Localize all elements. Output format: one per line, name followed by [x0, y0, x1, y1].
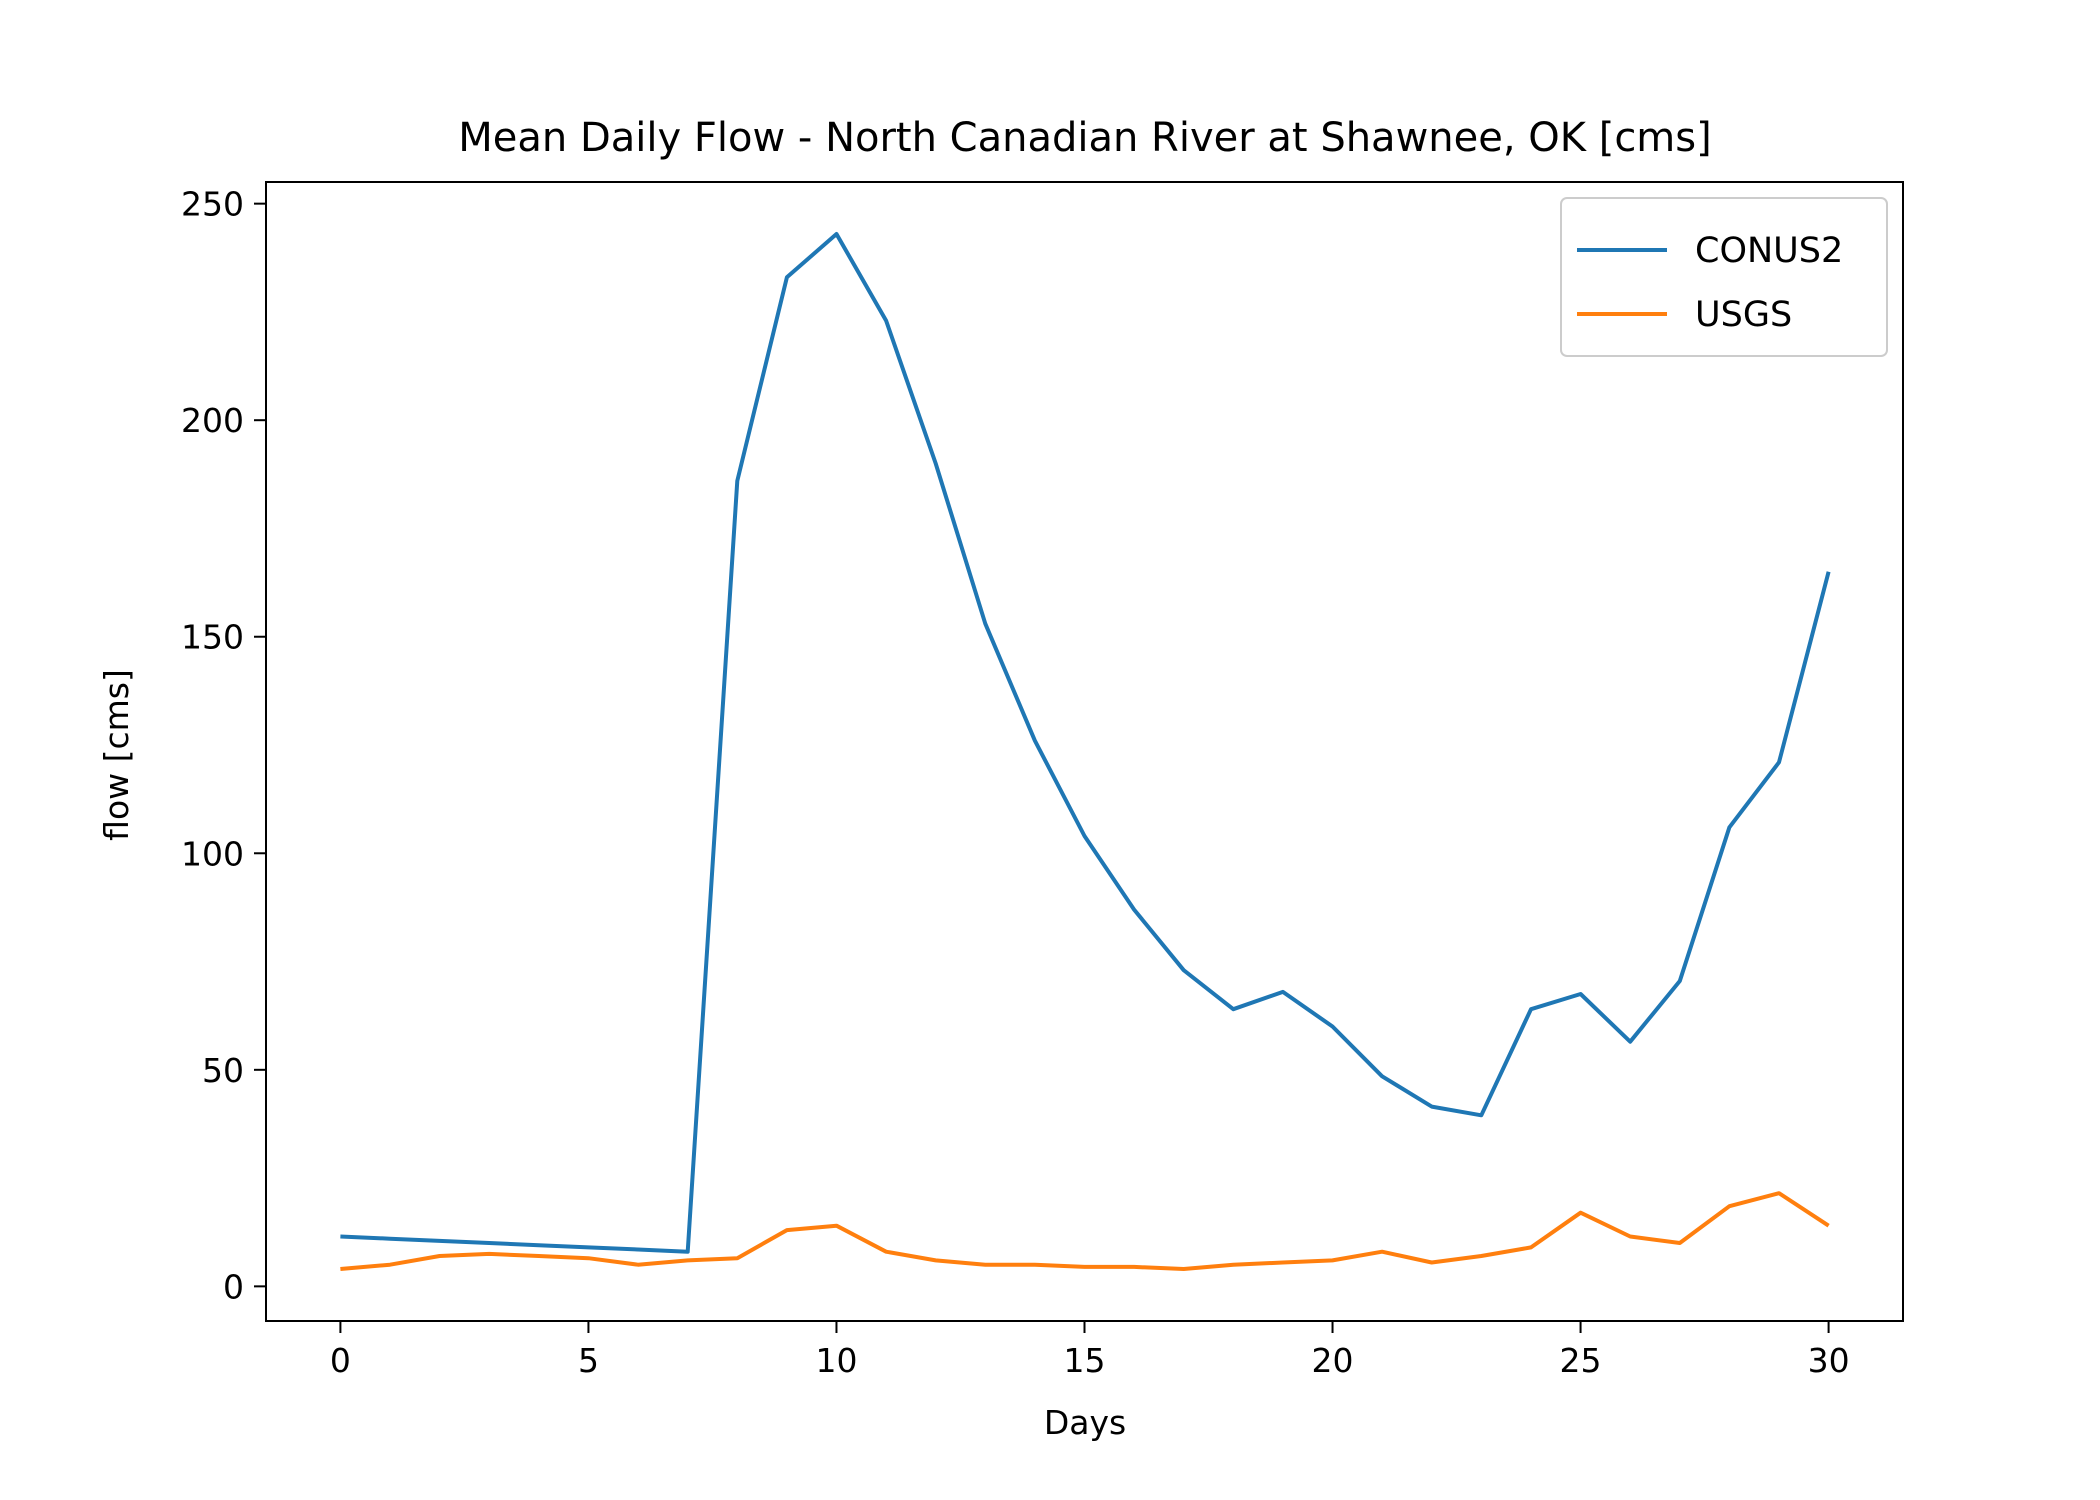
x-tick-label: 10 — [815, 1341, 857, 1380]
axis-ticks: 0 5 10 15 20 25 30 0 50 100 150 200 250 — [181, 185, 1850, 1380]
y-axis-label: flow [cms] — [97, 669, 136, 841]
y-tick-label: 250 — [181, 185, 244, 224]
series-line-conus2 — [340, 232, 1831, 1254]
chart-title: Mean Daily Flow - North Canadian River a… — [458, 115, 1711, 161]
legend: CONUS2 USGS — [1560, 197, 1888, 357]
series-line-usgs — [340, 1191, 1830, 1271]
series-layer — [340, 232, 1831, 1271]
x-axis-label: Days — [1044, 1403, 1126, 1442]
y-tick-label: 100 — [181, 834, 244, 873]
y-tick-label: 200 — [181, 401, 244, 440]
y-tick-label: 0 — [223, 1267, 244, 1306]
y-tick-label: 50 — [202, 1051, 244, 1090]
plot-frame — [265, 181, 1904, 1322]
legend-label: CONUS2 — [1695, 231, 1843, 271]
x-tick-label: 15 — [1064, 1341, 1106, 1380]
x-tick-label: 5 — [578, 1341, 599, 1380]
legend-label: USGS — [1695, 295, 1792, 335]
x-tick-label: 25 — [1560, 1341, 1602, 1380]
x-tick-label: 20 — [1312, 1341, 1354, 1380]
x-tick-label: 30 — [1808, 1341, 1850, 1380]
legend-box — [1560, 197, 1888, 357]
y-tick-label: 150 — [181, 618, 244, 657]
x-tick-label: 0 — [330, 1341, 351, 1380]
